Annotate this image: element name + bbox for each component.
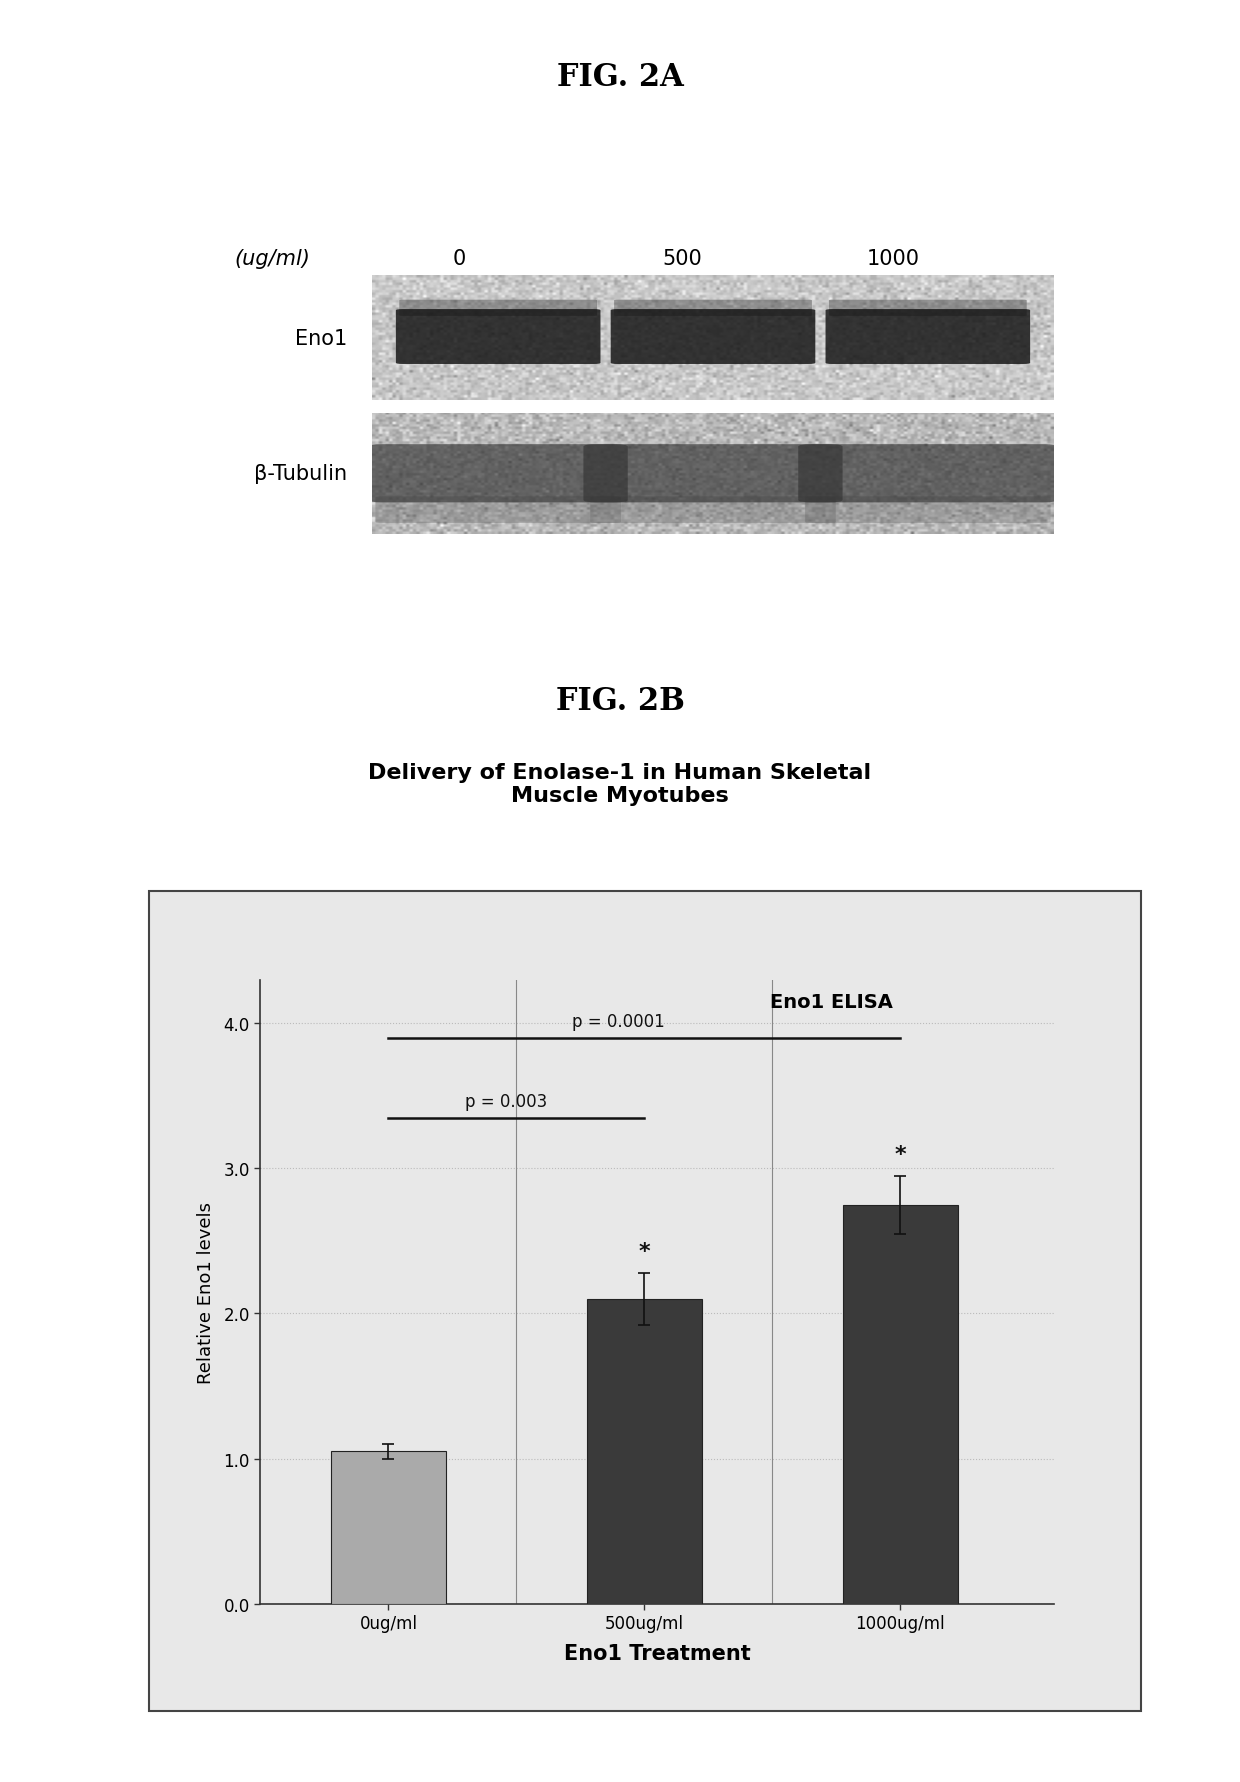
X-axis label: Eno1 Treatment: Eno1 Treatment [564, 1643, 750, 1663]
Y-axis label: Relative Eno1 levels: Relative Eno1 levels [197, 1201, 216, 1383]
FancyBboxPatch shape [396, 310, 600, 365]
Text: Delivery of Enolase-1 in Human Skeletal
Muscle Myotubes: Delivery of Enolase-1 in Human Skeletal … [368, 763, 872, 805]
FancyBboxPatch shape [611, 310, 816, 365]
FancyBboxPatch shape [590, 497, 836, 524]
FancyBboxPatch shape [376, 497, 621, 524]
Text: FIG. 2B: FIG. 2B [556, 686, 684, 716]
FancyBboxPatch shape [583, 446, 843, 503]
FancyBboxPatch shape [828, 301, 1027, 317]
FancyBboxPatch shape [399, 301, 596, 317]
Bar [587, 1299, 702, 1604]
FancyBboxPatch shape [805, 497, 1050, 524]
Text: 500: 500 [662, 248, 702, 269]
FancyBboxPatch shape [799, 446, 1058, 503]
Bar [331, 1452, 446, 1604]
Text: Eno1: Eno1 [295, 328, 347, 349]
FancyBboxPatch shape [614, 301, 812, 317]
Bar [843, 1205, 959, 1604]
Text: FIG. 2A: FIG. 2A [557, 62, 683, 93]
Text: Eno1 ELISA: Eno1 ELISA [770, 993, 893, 1012]
Text: 1000: 1000 [867, 248, 919, 269]
Text: *: * [894, 1144, 906, 1164]
Text: *: * [639, 1242, 650, 1262]
Text: (ug/ml): (ug/ml) [234, 248, 311, 269]
Text: β-Tubulin: β-Tubulin [254, 463, 347, 485]
Text: 0: 0 [453, 248, 465, 269]
FancyBboxPatch shape [826, 310, 1030, 365]
Text: p = 0.003: p = 0.003 [465, 1092, 547, 1110]
FancyBboxPatch shape [368, 446, 627, 503]
Text: p = 0.0001: p = 0.0001 [573, 1012, 665, 1030]
